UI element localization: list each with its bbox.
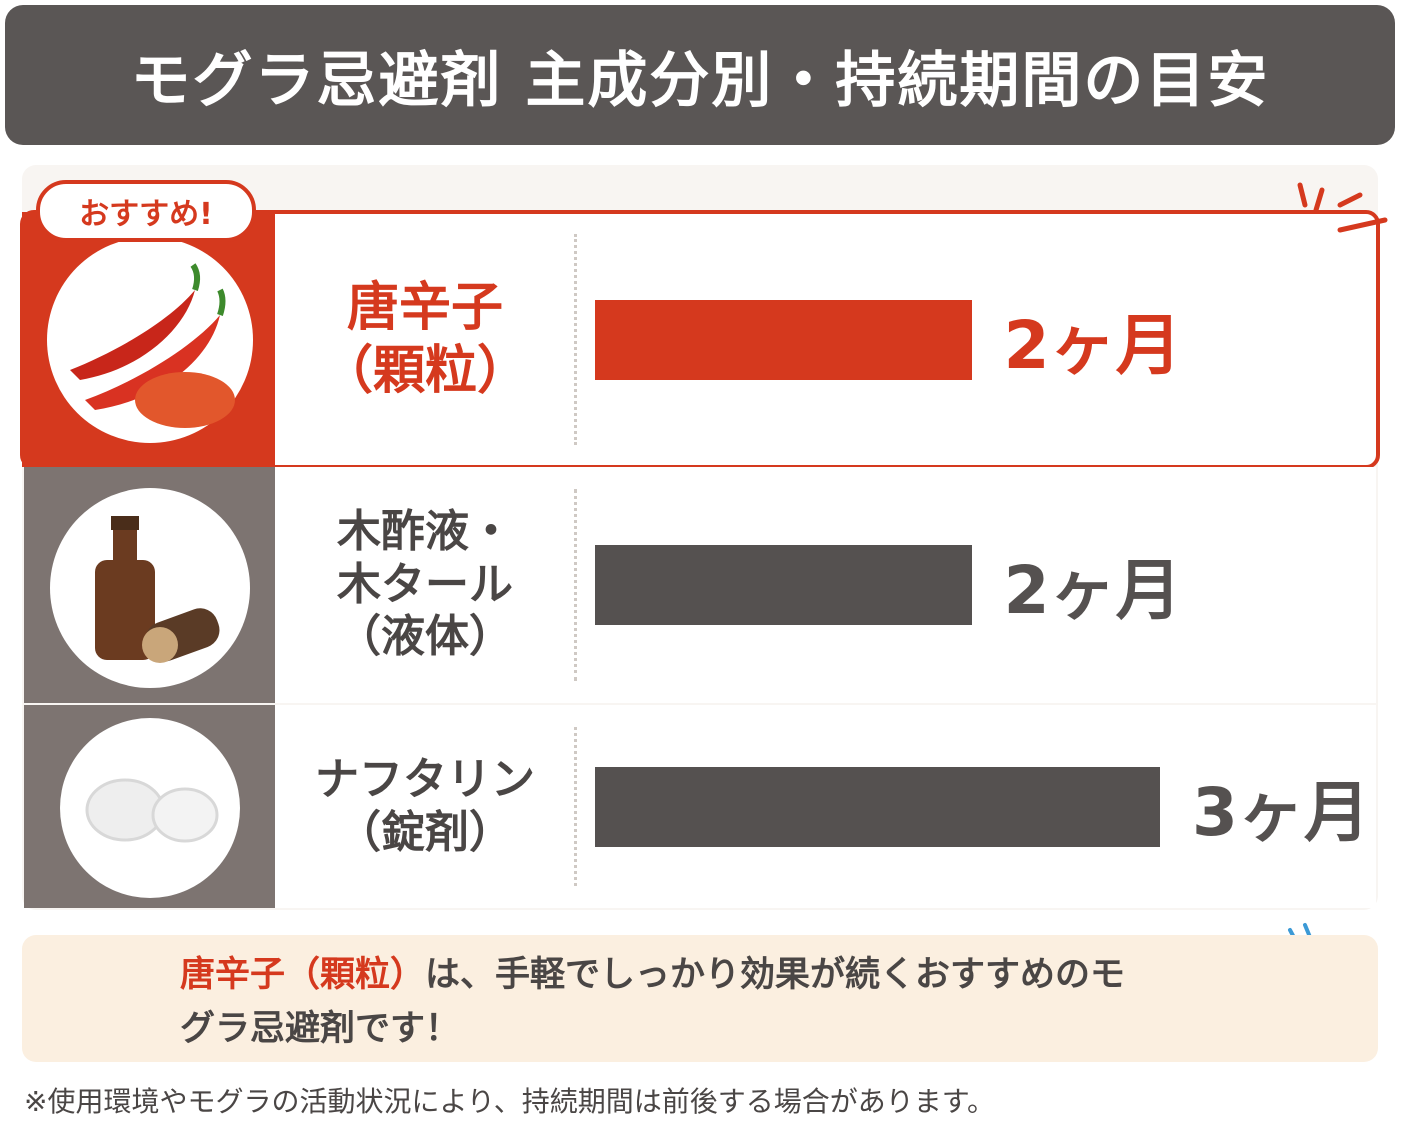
callout-text: 唐辛子（顆粒）は、手軽でしっかり効果が続くおすすめのモグラ忌避剤です！ bbox=[180, 948, 1140, 1057]
bar bbox=[595, 299, 972, 380]
bar bbox=[595, 766, 1160, 847]
bar bbox=[595, 545, 972, 625]
chart-title: モグラ忌避剤 主成分別・持続期間の目安 bbox=[5, 5, 1395, 145]
callout bbox=[22, 935, 1378, 1062]
category-label: ナフタリン （錠剤） bbox=[315, 753, 535, 858]
divider bbox=[574, 234, 577, 445]
value-label: 3ヶ月 bbox=[1192, 773, 1370, 851]
divider bbox=[574, 727, 577, 886]
category-label: 唐辛子 （顆粒） bbox=[320, 278, 529, 401]
callout-highlight: 唐辛子（顆粒） bbox=[180, 955, 426, 995]
value-label: 2ヶ月 bbox=[1003, 306, 1182, 384]
callout-body: は、手軽でしっかり効果が続くおすすめのモグラ忌避剤です！ bbox=[180, 955, 1126, 1050]
category-label: 木酢液・ 木タール （液体） bbox=[337, 505, 513, 663]
divider bbox=[574, 489, 577, 681]
recommend-badge: おすすめ! bbox=[36, 180, 256, 242]
value-label: 2ヶ月 bbox=[1003, 552, 1182, 629]
footnote: ※使用環境やモグラの活動状況により、持続期間は前後する場合があります。 bbox=[24, 1085, 995, 1118]
